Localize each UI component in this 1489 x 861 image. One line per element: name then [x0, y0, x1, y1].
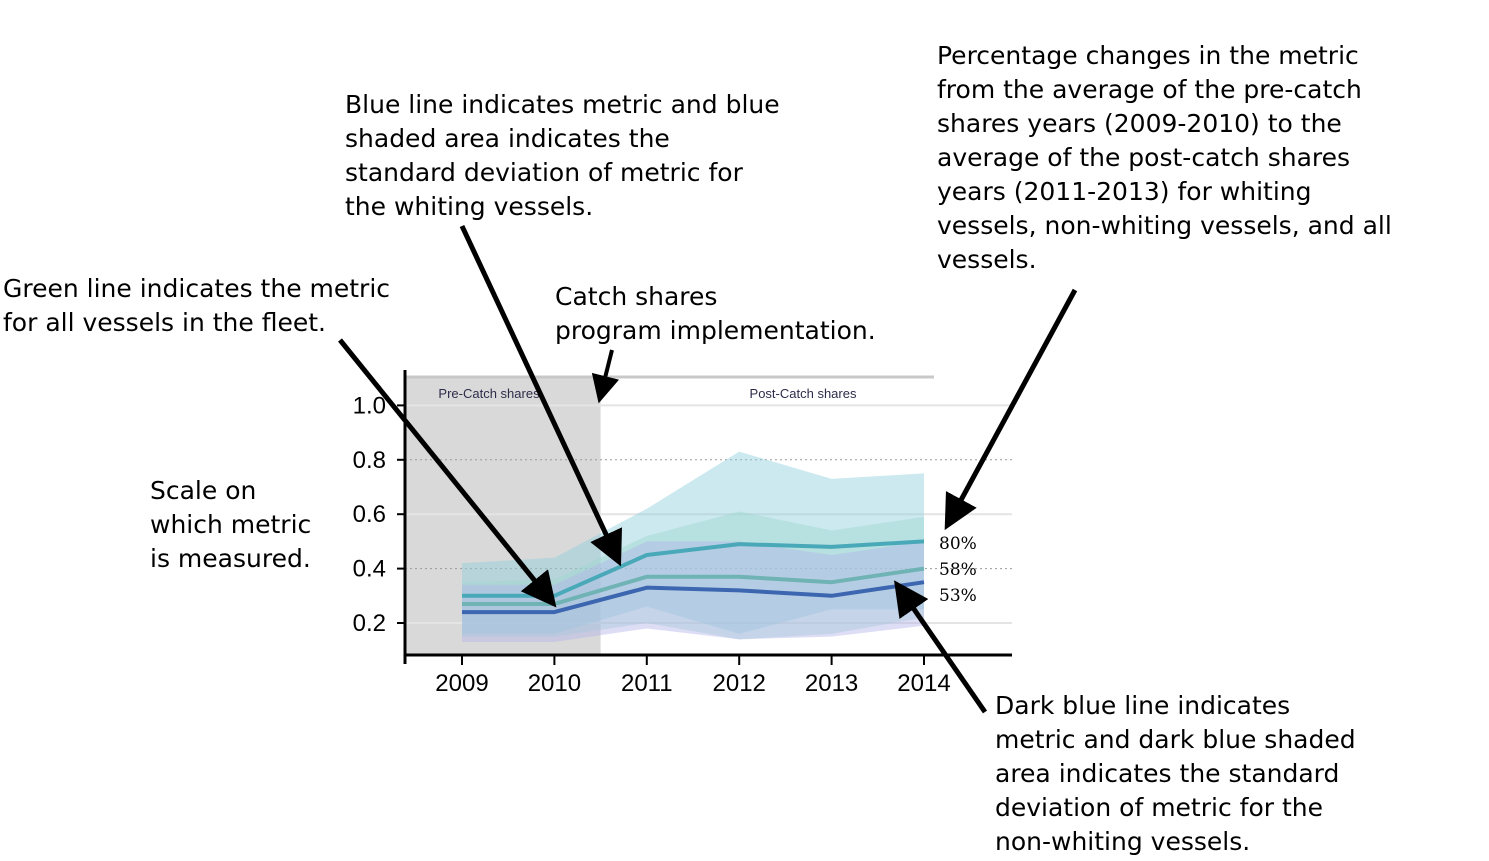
arrow-green-line — [338, 338, 557, 608]
x-tick-label: 2011 — [621, 670, 673, 697]
y-tick-label: 1.0 — [353, 392, 386, 419]
percent-change-label: 53% — [939, 586, 977, 606]
series-line-2 — [462, 580, 925, 615]
arrow-percentage — [944, 288, 1078, 531]
x-tick-label: 2010 — [528, 670, 581, 697]
x-tick-label: 2013 — [805, 670, 858, 697]
region-label-post: Post-Catch shares — [750, 386, 857, 401]
y-tick-label: 0.4 — [353, 556, 386, 583]
sd-band-0 — [462, 451, 924, 634]
annotation-green-line: Green line indicates the metric for all … — [3, 274, 391, 337]
y-tick-label: 0.2 — [353, 610, 386, 637]
arrow-catch-shares — [591, 349, 620, 404]
percent-change-label: 80% — [939, 534, 977, 554]
region-label-pre: Pre-Catch shares — [438, 386, 540, 401]
arrow-blue-line — [459, 224, 623, 567]
annotation-catch-shares: Catch shares program implementation. — [555, 282, 876, 345]
y-tick-label: 0.8 — [353, 447, 386, 474]
percent-change-label: 58% — [939, 560, 977, 580]
x-tick-label: 2009 — [435, 670, 488, 697]
arrow-dark-blue-line — [894, 580, 988, 714]
x-tick-label: 2012 — [713, 670, 766, 697]
annotation-dark-blue-line: Dark blue line indicates metric and dark… — [995, 691, 1356, 856]
y-tick-label: 0.6 — [353, 501, 386, 528]
annotation-scale: Scale on which metric is measured. — [150, 476, 312, 573]
x-tick-label: 2014 — [897, 670, 950, 697]
sd-band-2 — [462, 541, 924, 643]
annotation-blue-line: Blue line indicates metric and blue shad… — [345, 90, 780, 221]
annotation-percentage-changes: Percentage changes in the metric from th… — [937, 41, 1392, 274]
